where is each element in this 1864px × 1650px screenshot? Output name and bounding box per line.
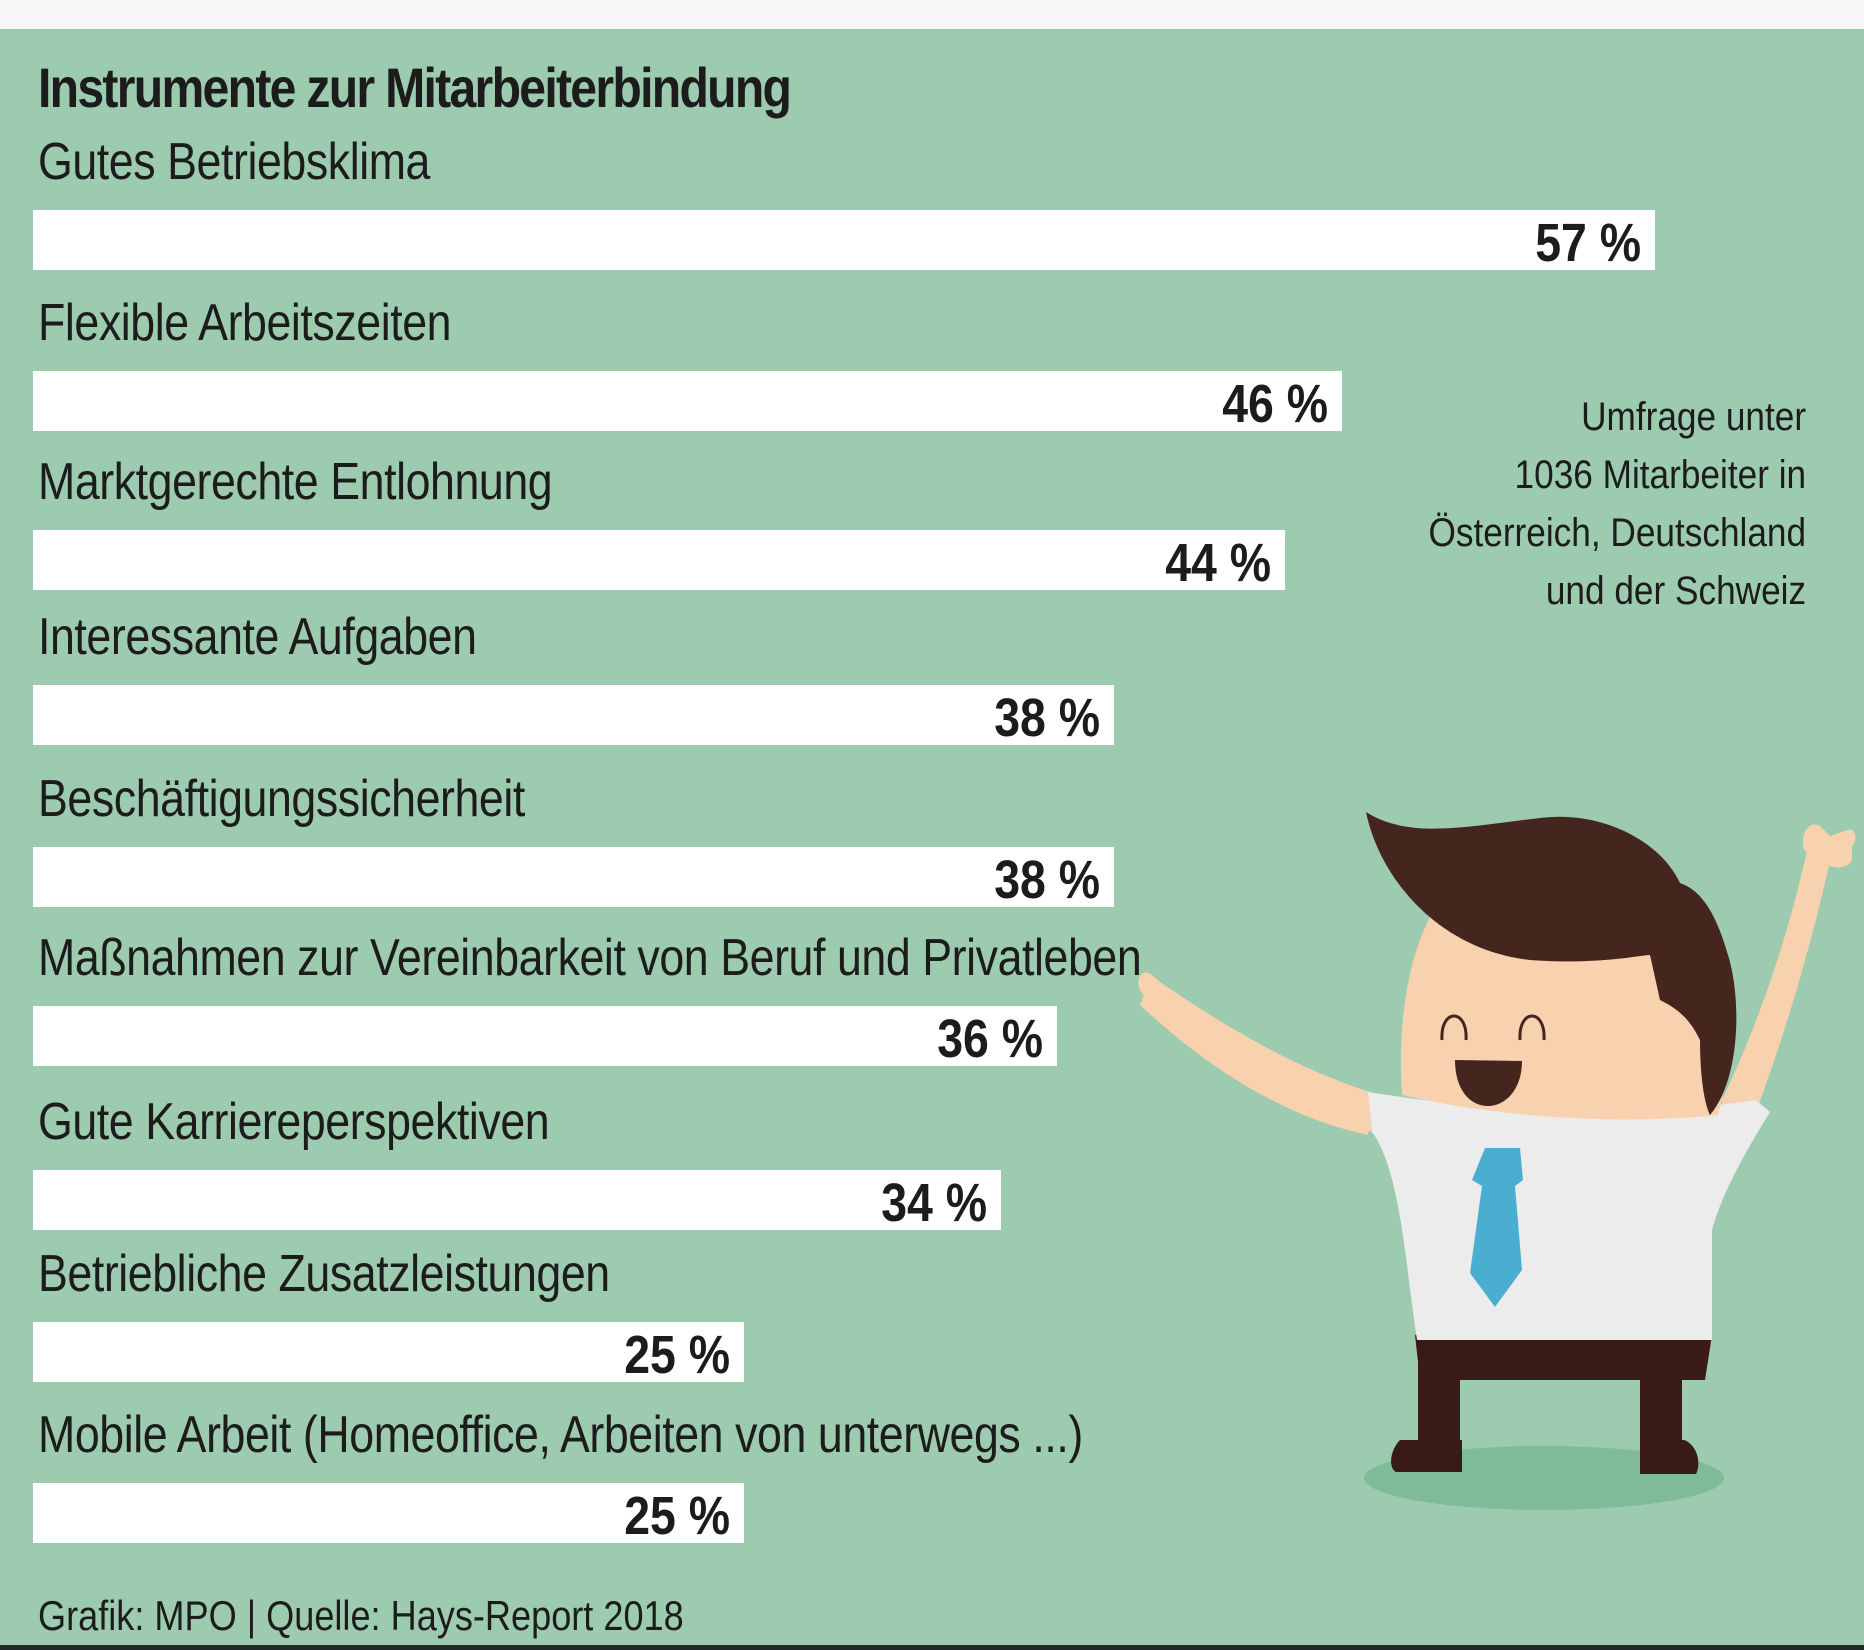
value-label: 25 % — [624, 1325, 730, 1385]
right-arm — [1722, 846, 1832, 1130]
mouth — [1455, 1060, 1522, 1106]
bar: 46 % — [33, 371, 1342, 434]
bar: 38 % — [33, 847, 1114, 910]
left-shoe — [1391, 1440, 1462, 1472]
hair — [1366, 812, 1737, 1115]
annotation-line: Umfrage unter — [1581, 395, 1806, 439]
bar: 25 % — [33, 1322, 744, 1385]
survey-annotation: Umfrage unter 1036 Mitarbeiter in Österr… — [1428, 388, 1806, 620]
value-label: 57 % — [1535, 213, 1641, 273]
bar: 34 % — [33, 1170, 1001, 1233]
annotation-line: 1036 Mitarbeiter in — [1514, 453, 1806, 497]
bottom-border — [0, 1645, 1864, 1650]
value-label: 46 % — [1222, 374, 1328, 434]
value-label: 44 % — [1165, 533, 1271, 593]
category-label: Beschäftigungssicherheit — [38, 770, 525, 828]
category-label: Mobile Arbeit (Homeoffice, Arbeiten von … — [38, 1406, 1083, 1464]
category-label: Interessante Aufgaben — [38, 608, 477, 666]
category-label: Flexible Arbeitszeiten — [38, 294, 452, 352]
pants — [1415, 1335, 1712, 1380]
shirt — [1368, 1092, 1770, 1340]
right-eye — [1518, 1014, 1546, 1041]
category-label: Gutes Betriebsklima — [38, 133, 430, 191]
category-label: Betriebliche Zusatzleistungen — [38, 1245, 610, 1303]
category-label: Gute Karriereperspektiven — [38, 1093, 550, 1151]
bar: 25 % — [33, 1483, 744, 1546]
ear — [1648, 1004, 1676, 1044]
category-label: Marktgerechte Entlohnung — [38, 453, 553, 511]
value-label: 38 % — [994, 850, 1100, 910]
right-shoe — [1640, 1440, 1699, 1474]
value-label: 25 % — [624, 1486, 730, 1546]
left-eye — [1440, 1014, 1468, 1041]
bar: 57 % — [33, 210, 1655, 273]
left-arm-shape — [1140, 980, 1372, 1135]
source-footer: Grafik: MPO | Quelle: Hays-Report 2018 — [38, 1592, 684, 1639]
value-label: 34 % — [881, 1173, 987, 1233]
annotation-line: Österreich, Deutschland — [1428, 511, 1806, 555]
tie — [1470, 1148, 1523, 1307]
annotation-line: und der Schweiz — [1545, 569, 1806, 613]
chart-title: Instrumente zur Mitarbeiterbindung — [38, 56, 792, 119]
bar: 44 % — [33, 530, 1285, 593]
category-label: Maßnahmen zur Vereinbarkeit von Beruf un… — [38, 929, 1142, 987]
bar: 38 % — [33, 685, 1114, 748]
value-label: 38 % — [994, 688, 1100, 748]
value-label: 36 % — [937, 1009, 1043, 1069]
right-hand — [1802, 824, 1856, 868]
bar: 36 % — [33, 1006, 1057, 1069]
